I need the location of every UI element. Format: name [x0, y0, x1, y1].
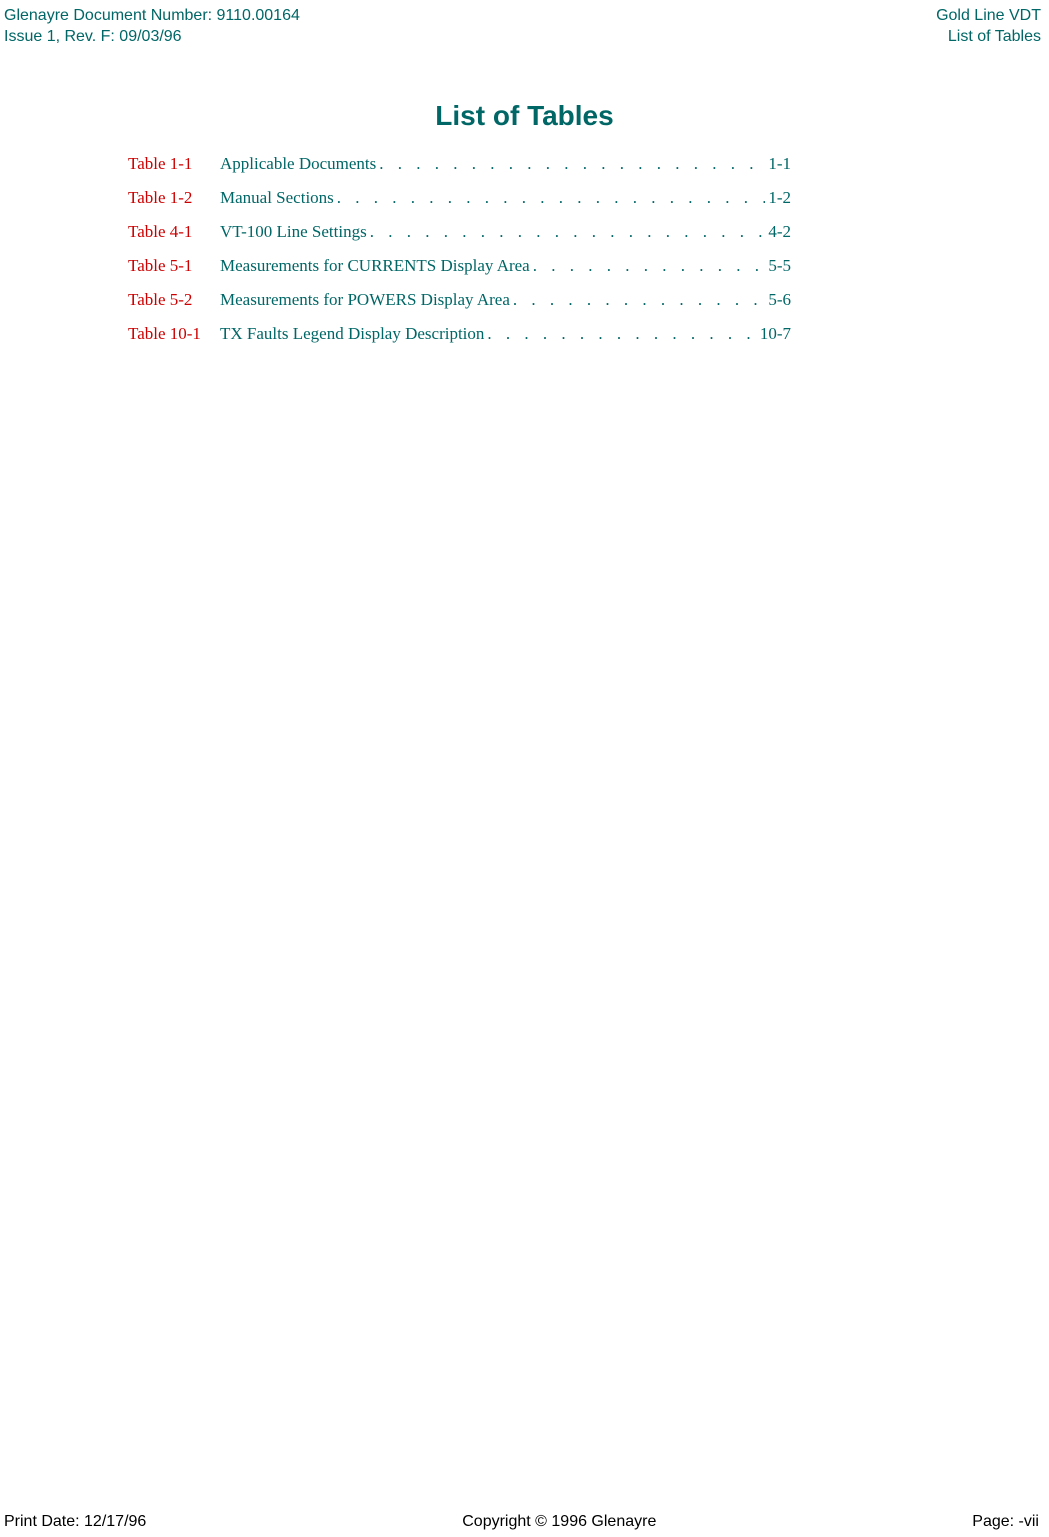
product-name: Gold Line VDT — [936, 6, 1041, 27]
toc-title[interactable]: VT-100 Line Settings — [220, 222, 367, 242]
toc-page[interactable]: 1-1 — [768, 154, 791, 174]
page-number: Page: -vii — [972, 1513, 1039, 1531]
toc-dots: . . . . . . . . . . . . . . . . . . . . … — [533, 256, 766, 276]
toc-label[interactable]: Table 5-2 — [128, 290, 220, 310]
header-left: Glenayre Document Number: 9110.00164 Iss… — [4, 6, 300, 48]
issue-rev: Issue 1, Rev. F: 09/03/96 — [4, 27, 300, 48]
toc-dots: . . . . . . . . . . . . . . . . . . . . … — [379, 154, 765, 174]
print-date: Print Date: 12/17/96 — [4, 1513, 146, 1531]
toc-entry: Table 1-2 Manual Sections . . . . . . . … — [128, 188, 791, 208]
toc-label[interactable]: Table 4-1 — [128, 222, 220, 242]
toc-page[interactable]: 10-7 — [760, 324, 791, 344]
toc-dots: . . . . . . . . . . . . . . . . . . . . … — [370, 222, 766, 242]
toc-label[interactable]: Table 1-2 — [128, 188, 220, 208]
page-header: Glenayre Document Number: 9110.00164 Iss… — [0, 0, 1049, 48]
toc-title[interactable]: TX Faults Legend Display Description — [220, 324, 484, 344]
copyright: Copyright © 1996 Glenayre — [462, 1513, 656, 1531]
toc-dots: . . . . . . . . . . . . . . . . . . . . … — [337, 188, 766, 208]
toc-page[interactable]: 5-6 — [768, 290, 791, 310]
toc-label[interactable]: Table 5-1 — [128, 256, 220, 276]
toc-title[interactable]: Measurements for POWERS Display Area — [220, 290, 510, 310]
toc-entry: Table 5-2 Measurements for POWERS Displa… — [128, 290, 791, 310]
toc-page[interactable]: 5-5 — [768, 256, 791, 276]
toc-entry: Table 5-1 Measurements for CURRENTS Disp… — [128, 256, 791, 276]
page-footer: Print Date: 12/17/96 Copyright © 1996 Gl… — [0, 1513, 1049, 1531]
header-right: Gold Line VDT List of Tables — [936, 6, 1041, 48]
toc-page[interactable]: 1-2 — [768, 188, 791, 208]
toc-entry: Table 1-1 Applicable Documents . . . . .… — [128, 154, 791, 174]
toc-entry: Table 4-1 VT-100 Line Settings . . . . .… — [128, 222, 791, 242]
table-of-contents: Table 1-1 Applicable Documents . . . . .… — [128, 154, 791, 344]
toc-page[interactable]: 4-2 — [768, 222, 791, 242]
toc-title[interactable]: Manual Sections — [220, 188, 334, 208]
doc-number: Glenayre Document Number: 9110.00164 — [4, 6, 300, 27]
toc-label[interactable]: Table 1-1 — [128, 154, 220, 174]
toc-entry: Table 10-1 TX Faults Legend Display Desc… — [128, 324, 791, 344]
toc-dots: . . . . . . . . . . . . . . . . . . . . … — [487, 324, 756, 344]
toc-title[interactable]: Applicable Documents — [220, 154, 376, 174]
section-name: List of Tables — [936, 27, 1041, 48]
toc-dots: . . . . . . . . . . . . . . . . . . . . … — [513, 290, 765, 310]
page-title: List of Tables — [0, 100, 1049, 132]
toc-label[interactable]: Table 10-1 — [128, 324, 220, 344]
toc-title[interactable]: Measurements for CURRENTS Display Area — [220, 256, 530, 276]
